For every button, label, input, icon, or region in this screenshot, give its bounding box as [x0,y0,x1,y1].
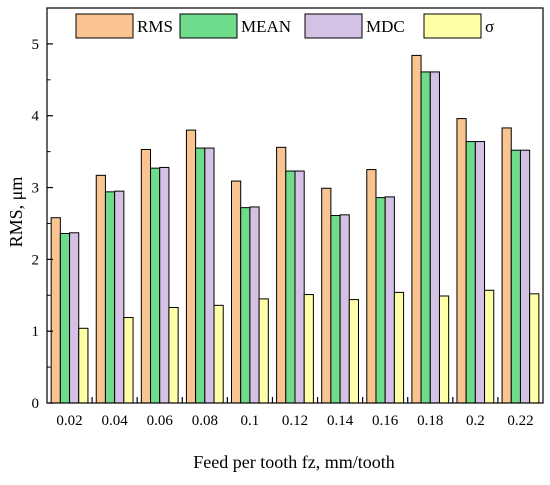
bar-mdc-0.1 [249,206,260,404]
bar-sigma-0.1 [258,298,269,404]
bar-mean-0.12 [285,170,296,404]
bar-mean-0.16 [375,197,386,404]
bar-rms-0.04 [95,174,106,404]
legend: RMS MEAN MDC σ [75,13,494,39]
x-tick-label: 0.08 [192,413,218,429]
y-tick-label: 5 [32,37,40,53]
legend-swatch-sigma [423,13,482,39]
bar-rms-0.2 [456,118,467,404]
y-tick-label: 4 [32,109,40,125]
bar-mdc-0.04 [114,190,125,404]
bar-sigma-0.14 [348,299,359,404]
bar-rms-0.14 [321,187,332,404]
bar-rms-0.22 [501,127,512,404]
bar-mdc-0.16 [384,196,395,404]
legend-item-mdc: MDC [304,13,405,39]
bar-rms-0.06 [140,148,152,404]
legend-label-mean: MEAN [241,17,291,36]
bar-rms-0.12 [276,146,287,404]
plot-frame [46,7,544,404]
axes-layer: 0 1 2 3 4 5 0.02 0.04 0.06 0.08 0.1 0.12 0.14 0.16 0.1… [32,7,544,429]
bar-sigma-0.12 [303,294,314,404]
legend-swatch-rms [75,13,134,39]
y-tick-label: 3 [32,181,40,197]
y-tick-label: 2 [32,252,40,268]
legend-label-mdc: MDC [366,17,405,36]
x-tick-label: 0.02 [56,413,82,429]
x-tick-label: 0.18 [417,413,443,429]
bar-sigma-0.04 [123,317,134,404]
legend-item-sigma: σ [423,13,494,39]
bar-mdc-0.2 [474,141,486,404]
bar-mdc-0.18 [429,71,440,404]
x-tick-label: 0.14 [327,413,354,429]
bar-rms-0.08 [185,129,197,404]
legend-item-rms: RMS [75,13,173,39]
x-tick-label: 0.16 [372,413,399,429]
bar-sigma-0.18 [438,295,450,404]
bar-mdc-0.22 [519,149,531,404]
bar-mean-0.14 [330,215,341,404]
bar-mean-0.2 [465,141,476,404]
y-tick-label: 1 [32,324,40,340]
bar-sigma-0.22 [529,293,540,404]
bar-mdc-0.02 [69,232,80,404]
legend-label-sigma: σ [485,17,494,36]
bar-sigma-0.06 [168,306,179,404]
y-axis-title: RMS, μm [6,177,26,248]
bar-mean-0.06 [150,167,161,404]
bar-mean-0.22 [510,149,521,404]
bar-mean-0.02 [59,233,71,404]
bar-mean-0.18 [420,71,431,404]
legend-item-mean: MEAN [179,13,291,39]
x-tick-label: 0.06 [147,413,174,429]
bar-mdc-0.08 [204,147,215,404]
bar-sigma-0.2 [484,289,495,404]
x-axis-title: Feed per tooth fz, mm/tooth [193,452,394,472]
bar-rms-0.1 [231,180,242,404]
bar-sigma-0.08 [213,304,224,404]
x-tick-label: 0.1 [241,413,260,429]
bar-sigma-0.16 [393,291,405,404]
legend-label-rms: RMS [137,17,173,36]
legend-swatch-mdc [304,13,363,39]
bar-mean-0.04 [104,191,116,404]
bar-mdc-0.06 [159,166,170,404]
bars-layer [50,54,540,404]
x-tick-label: 0.22 [507,413,533,429]
bar-mdc-0.14 [339,214,350,404]
bar-mean-0.08 [195,147,206,404]
x-tick-label: 0.04 [102,413,129,429]
bar-rms-0.16 [366,169,377,404]
bar-rms-0.02 [50,217,61,404]
bar-mdc-0.12 [294,170,305,404]
y-tick-label: 0 [32,396,40,412]
bar-mean-0.1 [240,207,251,404]
x-tick-label: 0.2 [466,413,485,429]
bar-sigma-0.02 [78,327,89,404]
x-tick-label: 0.12 [282,413,308,429]
legend-swatch-mean [179,13,238,39]
bar-rms-0.18 [411,54,422,404]
